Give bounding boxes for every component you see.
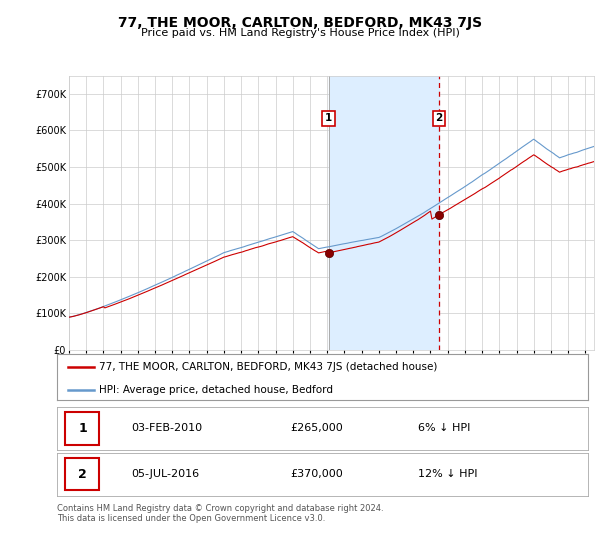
FancyBboxPatch shape bbox=[65, 458, 100, 491]
Text: 03-FEB-2010: 03-FEB-2010 bbox=[131, 423, 202, 433]
Text: £370,000: £370,000 bbox=[290, 469, 343, 479]
Text: Price paid vs. HM Land Registry's House Price Index (HPI): Price paid vs. HM Land Registry's House … bbox=[140, 28, 460, 38]
Text: 6% ↓ HPI: 6% ↓ HPI bbox=[418, 423, 470, 433]
Text: 77, THE MOOR, CARLTON, BEDFORD, MK43 7JS: 77, THE MOOR, CARLTON, BEDFORD, MK43 7JS bbox=[118, 16, 482, 30]
Text: 2: 2 bbox=[436, 113, 443, 123]
Text: 77, THE MOOR, CARLTON, BEDFORD, MK43 7JS (detached house): 77, THE MOOR, CARLTON, BEDFORD, MK43 7JS… bbox=[100, 362, 438, 372]
Text: 2: 2 bbox=[78, 468, 87, 481]
Text: 1: 1 bbox=[325, 113, 332, 123]
Text: Contains HM Land Registry data © Crown copyright and database right 2024.
This d: Contains HM Land Registry data © Crown c… bbox=[57, 504, 383, 524]
FancyBboxPatch shape bbox=[65, 412, 100, 445]
Text: 1: 1 bbox=[78, 422, 87, 435]
Text: £265,000: £265,000 bbox=[290, 423, 343, 433]
Text: 05-JUL-2016: 05-JUL-2016 bbox=[131, 469, 199, 479]
Text: 12% ↓ HPI: 12% ↓ HPI bbox=[418, 469, 478, 479]
Text: HPI: Average price, detached house, Bedford: HPI: Average price, detached house, Bedf… bbox=[100, 385, 334, 395]
Bar bbox=[329, 76, 439, 350]
